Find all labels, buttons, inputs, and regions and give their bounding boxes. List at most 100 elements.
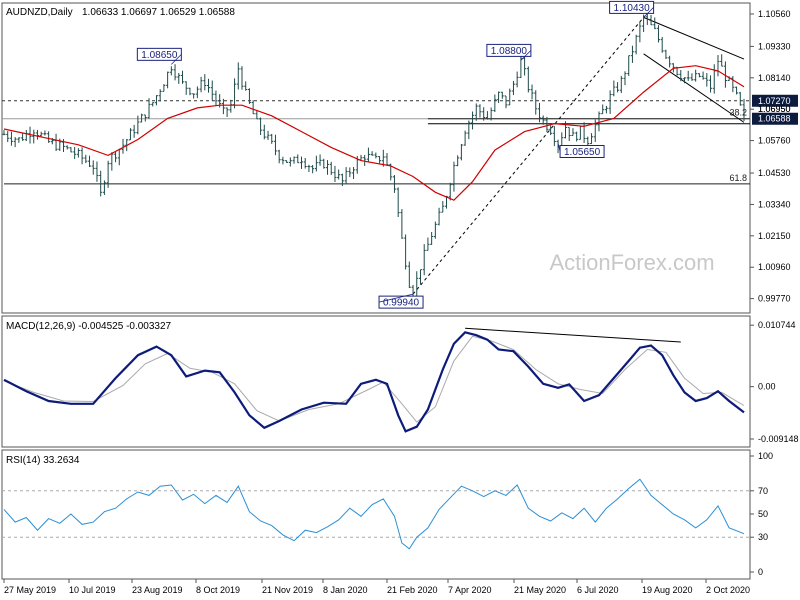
- price-bar: [65, 145, 69, 150]
- price-bar: [504, 95, 508, 109]
- price-bar: [485, 111, 489, 120]
- price-bar: [467, 120, 471, 140]
- price-bar: [84, 154, 88, 164]
- price-bar: [121, 138, 125, 154]
- price-bar: [114, 151, 118, 163]
- price-bar: [166, 71, 170, 89]
- price-bar: [649, 15, 653, 26]
- price-bar: [80, 147, 84, 165]
- price-bar: [374, 152, 378, 159]
- macd-line: [3, 331, 745, 433]
- price-bar: [192, 93, 196, 99]
- price-tag-text: 1.06950: [758, 104, 791, 114]
- price-bar: [207, 78, 211, 93]
- fib-level-label: 61.8: [729, 173, 747, 183]
- price-bar: [292, 156, 296, 164]
- price-bar: [210, 80, 214, 101]
- swing-label: 1.05650: [557, 143, 605, 158]
- price-bar: [463, 130, 467, 146]
- channel-lower-line: [643, 53, 745, 123]
- price-tag-text: 1.07270: [758, 96, 791, 106]
- price-bar: [500, 91, 504, 99]
- price-bar: [247, 88, 251, 104]
- price-bar: [378, 156, 382, 164]
- price-bar: [259, 117, 263, 136]
- price-bar: [311, 164, 315, 174]
- price-bar: [303, 157, 307, 169]
- price-bar: [489, 107, 493, 121]
- price-bar: [99, 170, 103, 197]
- price-tick-label: 1.03340: [758, 199, 791, 209]
- x-tick-label: 8 Jan 2020: [323, 585, 368, 595]
- price-bar: [147, 98, 151, 119]
- swing-label: 1.08800: [486, 43, 532, 61]
- price-bar: [348, 167, 352, 178]
- price-bar: [110, 152, 114, 171]
- rsi-layer: [2, 478, 750, 550]
- price-bar: [281, 156, 285, 165]
- price-bar: [140, 113, 144, 123]
- rsi-tick-label: 70: [758, 486, 768, 496]
- price-tag: 1.06950: [758, 104, 791, 114]
- swing-label: 1.10430: [609, 0, 655, 18]
- price-bar: [705, 73, 709, 87]
- price-bar: [102, 180, 106, 195]
- price-bar: [679, 70, 683, 82]
- price-tick-label: 1.10560: [758, 9, 791, 19]
- price-bar: [511, 80, 515, 96]
- price-bar: [154, 95, 158, 106]
- swing-label-leader: [643, 7, 654, 18]
- price-bar: [400, 209, 404, 239]
- price-bar: [255, 109, 259, 120]
- rsi-label: RSI(14) 33.2634: [6, 455, 80, 466]
- x-tick-label: 23 Aug 2019: [132, 585, 183, 595]
- price-bar: [437, 207, 441, 226]
- macd-tick-label: 0.010744: [758, 320, 796, 330]
- price-bar: [627, 55, 631, 76]
- chart-ohlc-values: 1.06633 1.06697 1.06529 1.06588: [82, 7, 235, 18]
- price-bar: [597, 111, 601, 132]
- price-tag-text: 1.06588: [758, 114, 791, 124]
- price-bar: [638, 21, 642, 43]
- swing-label-leader: [557, 143, 561, 152]
- price-bar: [9, 131, 13, 146]
- price-bar: [158, 89, 162, 102]
- price-bar: [132, 124, 136, 138]
- price-bar: [370, 151, 374, 156]
- rsi-panel: [1, 449, 751, 580]
- price-bar: [307, 164, 311, 173]
- price-bar: [285, 160, 289, 163]
- price-bar: [731, 76, 735, 93]
- x-tick-label: 21 Feb 2020: [387, 585, 438, 595]
- price-tag: 1.07270: [752, 94, 798, 107]
- price-bar: [482, 107, 486, 121]
- price-bar: [214, 90, 218, 107]
- price-bar: [366, 147, 370, 163]
- price-bar: [262, 124, 266, 140]
- price-tick-label: 1.00960: [758, 262, 791, 272]
- price-bar: [601, 104, 605, 115]
- x-tick-label: 21 May 2020: [514, 585, 566, 595]
- price-bar: [686, 70, 690, 81]
- price-bar: [203, 74, 207, 91]
- price-bar: [240, 66, 244, 90]
- moving-average-line: [3, 65, 745, 201]
- x-tick-label: 8 Oct 2019: [196, 585, 240, 595]
- price-bar: [363, 154, 367, 166]
- swing-label-text: 1.10430: [614, 3, 651, 14]
- price-bar: [575, 131, 579, 142]
- price-bar: [690, 73, 694, 81]
- x-tick-label: 19 Aug 2020: [642, 585, 693, 595]
- x-tick-label: 10 Jul 2019: [69, 585, 116, 595]
- price-bar: [177, 72, 181, 84]
- price-bar: [273, 134, 277, 156]
- swing-label-text: 1.05650: [564, 147, 601, 158]
- price-bar: [720, 54, 724, 67]
- price-bar: [392, 175, 396, 193]
- macd-tick-label: 0.00: [758, 382, 776, 392]
- price-bar: [21, 132, 25, 141]
- price-bar: [526, 66, 530, 93]
- swing-label: 1.08650: [136, 47, 182, 65]
- price-bar: [549, 125, 553, 136]
- price-bar: [337, 169, 341, 180]
